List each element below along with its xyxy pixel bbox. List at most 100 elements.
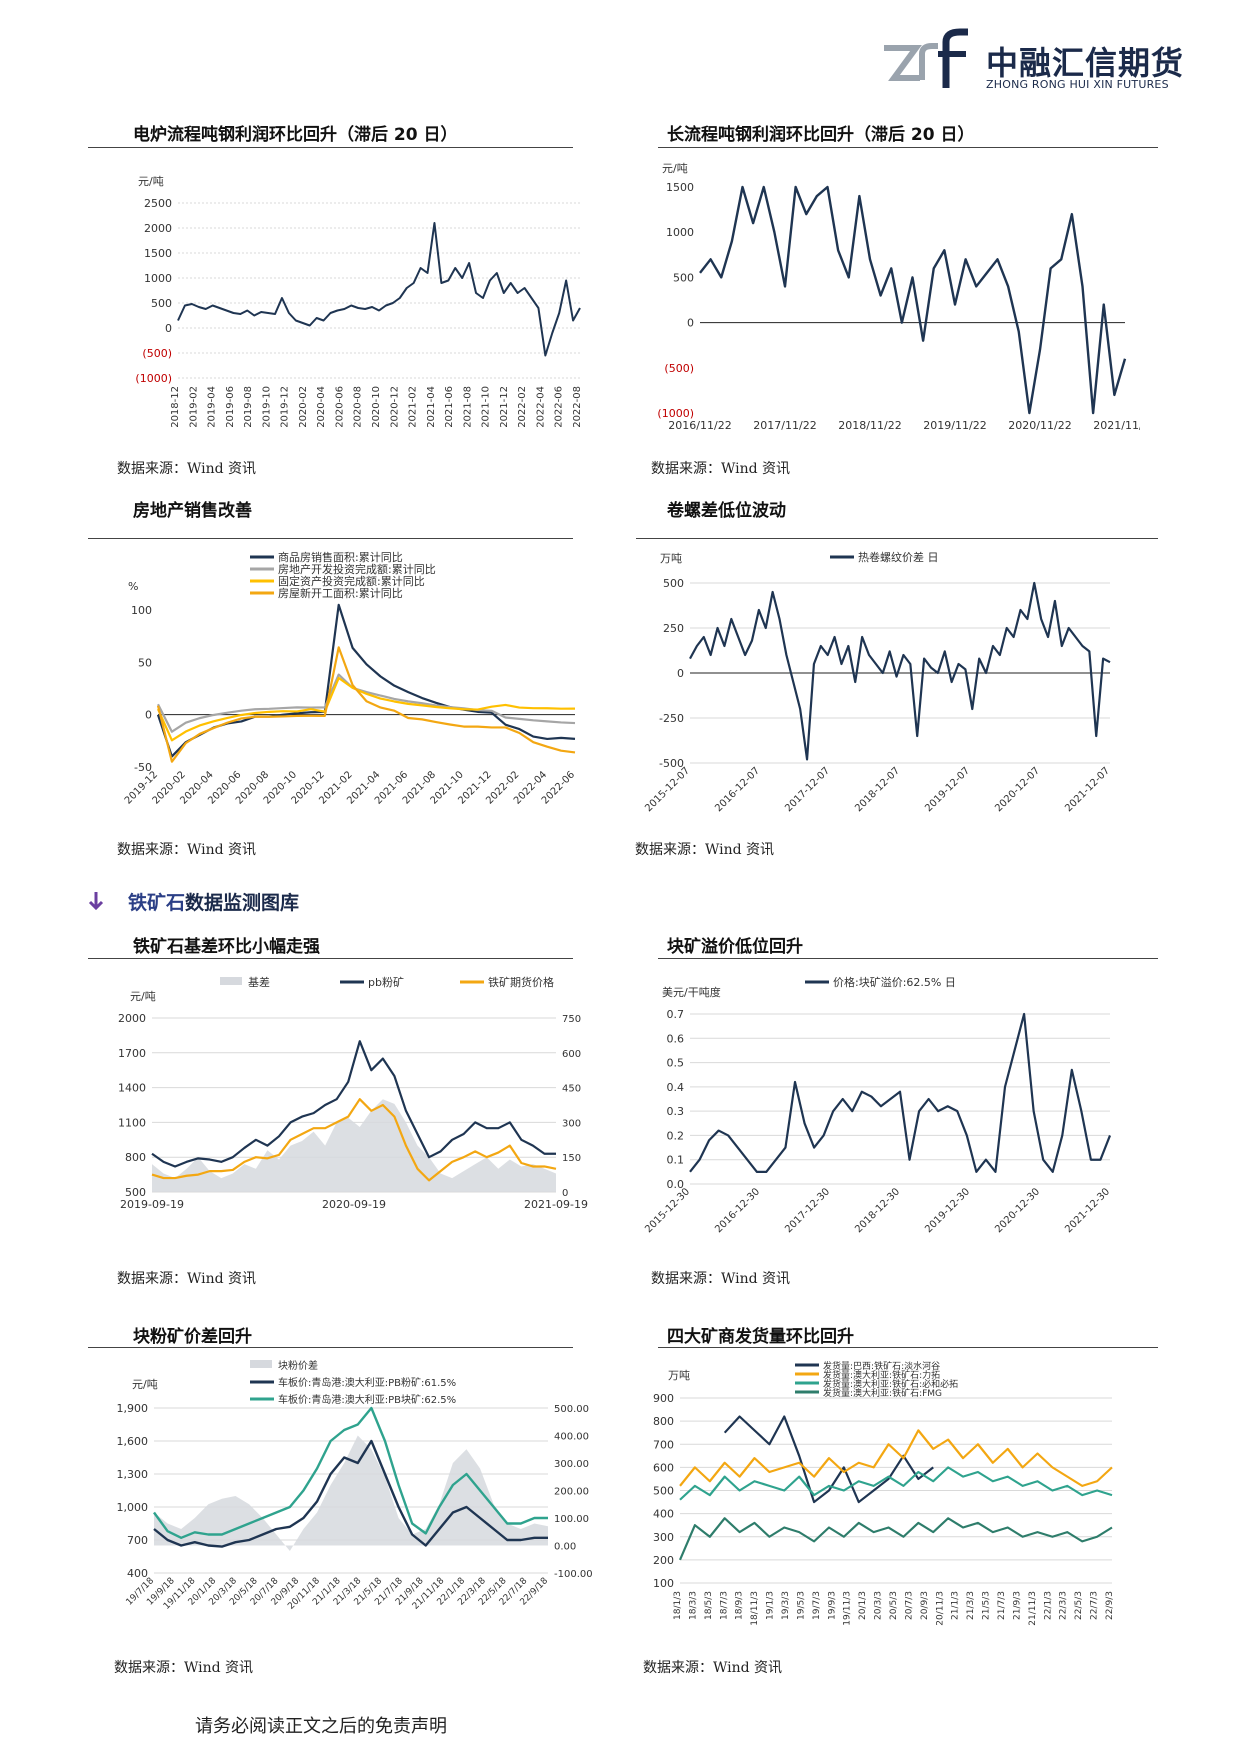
y-tick-label: 0 <box>687 317 694 330</box>
y-tick-label: -250 <box>659 712 684 725</box>
x-tick-label: 18/1/3 <box>673 1591 683 1620</box>
y-tick-label: 0.2 <box>667 1129 685 1142</box>
y-tick-label: 700 <box>653 1438 674 1451</box>
data-source: 数据来源：Wind 资讯 <box>117 842 257 858</box>
y-tick-label: 1100 <box>118 1116 146 1129</box>
y-tick-label: 1,900 <box>117 1402 149 1415</box>
title-rule <box>658 147 1158 148</box>
series-area <box>152 1099 556 1192</box>
y-tick-label: 0.1 <box>667 1154 685 1167</box>
x-tick-label: 18/5/3 <box>704 1591 714 1620</box>
y-tick-label: 1000 <box>666 226 694 239</box>
legend-swatch <box>220 977 242 985</box>
legend-label: 铁矿期货价格 <box>488 975 554 989</box>
x-tick-label: 20/5/3 <box>889 1591 899 1620</box>
y-tick-label: 2000 <box>118 1012 146 1025</box>
y2-tick-label: 400.00 <box>554 1432 589 1443</box>
y2-tick-label: 300 <box>562 1118 581 1129</box>
legend-label: 热卷螺纹价差 日 <box>858 550 939 564</box>
legend-label: 商品房销售面积:累计同比 <box>278 550 403 564</box>
data-source: 数据来源：Wind 资讯 <box>114 1660 254 1676</box>
series-line <box>151 1040 556 1168</box>
y-tick-label: 400 <box>653 1508 674 1521</box>
series-line <box>157 673 576 733</box>
y-tick-label: 1500 <box>144 247 172 260</box>
legend-label: 发货量:澳大利亚:铁矿石:力拓 <box>823 1369 940 1381</box>
y-tick-label: (500) <box>142 347 172 360</box>
y-axis-unit: 元/吨 <box>130 990 156 1003</box>
x-tick-label: 2019-12-30 <box>923 1186 972 1235</box>
title-rule <box>658 958 1158 959</box>
x-tick-label: 2022-04 <box>535 386 546 428</box>
x-tick-label: 2022-06 <box>554 386 565 428</box>
x-tick-label: 21/5/3 <box>982 1591 992 1620</box>
x-tick-label: 2020-02 <box>298 386 309 428</box>
y-tick-label: 500 <box>663 577 684 590</box>
y-tick-label: 500 <box>125 1186 146 1199</box>
x-tick-label: 2015-12-07 <box>643 765 692 814</box>
x-tick-label: 2020-09-19 <box>322 1198 386 1211</box>
x-tick-label: 2020-12-07 <box>993 765 1042 814</box>
legend-label: pb粉矿 <box>368 976 404 989</box>
x-tick-label: 22/5/3 <box>1074 1591 1084 1620</box>
y2-tick-label: 200.00 <box>554 1487 589 1498</box>
y-tick-label: 0.5 <box>667 1057 685 1070</box>
x-tick-label: 2021-12-07 <box>1063 765 1112 814</box>
section-title-highlight: 铁矿石 <box>128 892 186 914</box>
x-tick-label: 20/1/3 <box>858 1591 868 1620</box>
y-tick-label: 500 <box>151 297 172 310</box>
x-tick-label: 19/1/3 <box>766 1591 776 1620</box>
x-tick-label: 22/1/3 <box>1043 1591 1053 1620</box>
series-line <box>177 222 581 357</box>
x-tick-label: 22/9/3 <box>1105 1591 1115 1620</box>
x-tick-label: 2020-12-30 <box>993 1186 1042 1235</box>
x-tick-label: 2018-12-07 <box>853 765 902 814</box>
y-tick-label: 0 <box>165 322 172 335</box>
x-tick-label: 18/11/3 <box>750 1591 760 1626</box>
y-tick-label: 0.6 <box>667 1032 685 1045</box>
chart-iron-ore-basis: 元/吨 2000 1700 1400 1100 800 500 750 600 450 300 150… <box>118 975 588 1211</box>
chart-title: 长流程吨钢利润环比回升（滞后 20 日） <box>667 125 975 145</box>
x-tick-label: 2019/11/22 <box>923 419 986 432</box>
y-tick-label: (1000) <box>657 407 694 420</box>
legend-swatch <box>250 1360 272 1368</box>
x-tick-label: 21/3/3 <box>966 1591 976 1620</box>
x-tick-label: 2017-12-07 <box>783 765 832 814</box>
chart-title: 卷螺差低位波动 <box>667 501 786 521</box>
series-line <box>699 185 1127 415</box>
y2-tick-label: 600 <box>562 1049 581 1060</box>
y-axis-unit: 元/吨 <box>132 1378 158 1391</box>
x-tick-label: 2020-04 <box>316 386 327 428</box>
y-tick-label: (1000) <box>135 372 172 385</box>
y2-tick-label: 300.00 <box>554 1459 589 1470</box>
section-bullet-icon <box>88 892 104 910</box>
y-tick-label: 500 <box>653 1485 674 1498</box>
x-tick-label: 2016/11/22 <box>668 419 731 432</box>
y-tick-label: -50 <box>134 761 152 774</box>
x-tick-label: 2017/11/22 <box>753 419 816 432</box>
y-tick-label: 1700 <box>118 1047 146 1060</box>
y2-tick-label: 450 <box>562 1084 581 1095</box>
x-tick-label: 20/11/3 <box>935 1591 945 1626</box>
x-tick-label: 2021-02 <box>408 386 419 428</box>
x-tick-label: 2021-04 <box>426 386 437 428</box>
chart-steel-eaf-profit: 元/吨 2500 2000 1500 1000 500 0 (500) (1000)2018-1… <box>135 175 583 428</box>
title-rule <box>88 1347 573 1348</box>
y-tick-label: 800 <box>125 1151 146 1164</box>
legend-label: 发货量:巴西:铁矿石:淡水河谷 <box>823 1360 940 1372</box>
legend-label: 固定资产投资完成额:累计同比 <box>278 574 425 588</box>
x-tick-label: 2020-10 <box>371 386 382 428</box>
company-name-en: ZHONG RONG HUI XIN FUTURES <box>986 78 1169 91</box>
x-tick-label: 22/7/3 <box>1090 1591 1100 1620</box>
data-source: 数据来源：Wind 资讯 <box>117 461 257 477</box>
x-tick-label: 2018/11/22 <box>838 419 901 432</box>
y-tick-label: 1,000 <box>117 1501 149 1514</box>
company-name-cn: 中融汇信期货 <box>986 44 1185 82</box>
series-line <box>156 603 576 758</box>
y-tick-label: 250 <box>663 622 684 635</box>
chart-real-estate: %100500-502019-122020-022020-042020-0620… <box>123 550 577 807</box>
x-tick-label: 2018-12 <box>170 386 181 428</box>
x-tick-label: 2021-06 <box>444 386 455 428</box>
series-line <box>678 1517 1113 1561</box>
